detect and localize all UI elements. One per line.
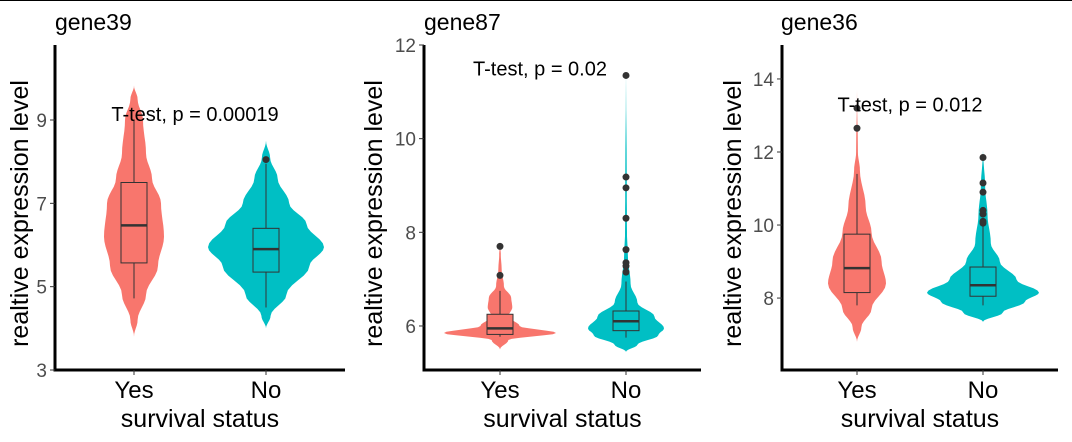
y-tick-label: 6 (405, 317, 416, 338)
y-tick-label: 3 (36, 361, 47, 382)
x-tick-label: No (611, 377, 642, 404)
y-tick-label: 14 (753, 70, 775, 91)
outlier-point (622, 259, 630, 267)
y-tick-label: 8 (763, 289, 774, 310)
outlier-point (622, 71, 630, 79)
outlier-point (853, 104, 861, 112)
outlier-point (622, 173, 630, 181)
x-axis-title: survival status (841, 405, 999, 433)
outlier-point (622, 246, 630, 254)
outlier-point (979, 217, 987, 225)
y-tick-label: 12 (753, 143, 774, 164)
y-axis-title: realtive expression level (360, 80, 388, 347)
box-iqr (969, 266, 997, 297)
box-iqr (843, 233, 871, 294)
y-tick-label: 8 (405, 223, 416, 244)
outlier-point (622, 268, 630, 276)
ttest-annotation: T-test, p = 0.00019 (111, 104, 278, 126)
y-axis-title: realtive expression level (6, 80, 34, 347)
y-tick-label: 5 (36, 278, 47, 299)
y-tick-label: 10 (395, 130, 416, 151)
box-iqr (486, 313, 514, 335)
outlier-point (622, 184, 630, 192)
box-iqr (120, 182, 148, 264)
panel-title: gene36 (781, 9, 858, 35)
violin-no (588, 73, 664, 352)
ttest-annotation: T-test, p = 0.02 (473, 58, 607, 80)
x-axis-title: survival status (483, 405, 641, 433)
y-axis-title: realtive expression level (719, 80, 747, 347)
panel-title: gene39 (55, 9, 132, 35)
x-tick-label: Yes (837, 377, 876, 404)
x-tick-label: Yes (480, 377, 519, 404)
outlier-point (979, 179, 987, 187)
y-tick-label: 9 (36, 111, 47, 132)
outlier-point (262, 156, 270, 164)
x-tick-label: Yes (114, 377, 153, 404)
outlier-point (979, 206, 987, 214)
outlier-point (622, 214, 630, 222)
outlier-point (979, 188, 987, 196)
y-tick-label: 7 (36, 194, 47, 215)
outlier-point (496, 271, 504, 279)
ttest-annotation: T-test, p = 0.012 (837, 95, 982, 117)
x-axis-title: survival status (121, 405, 279, 433)
x-tick-label: No (968, 377, 999, 404)
outlier-point (979, 153, 987, 161)
x-tick-label: No (251, 377, 282, 404)
y-tick-label: 10 (753, 216, 774, 237)
y-tick-label: 12 (395, 36, 416, 57)
outlier-point (496, 242, 504, 250)
outlier-point (853, 124, 861, 132)
panel-title: gene87 (424, 9, 501, 35)
